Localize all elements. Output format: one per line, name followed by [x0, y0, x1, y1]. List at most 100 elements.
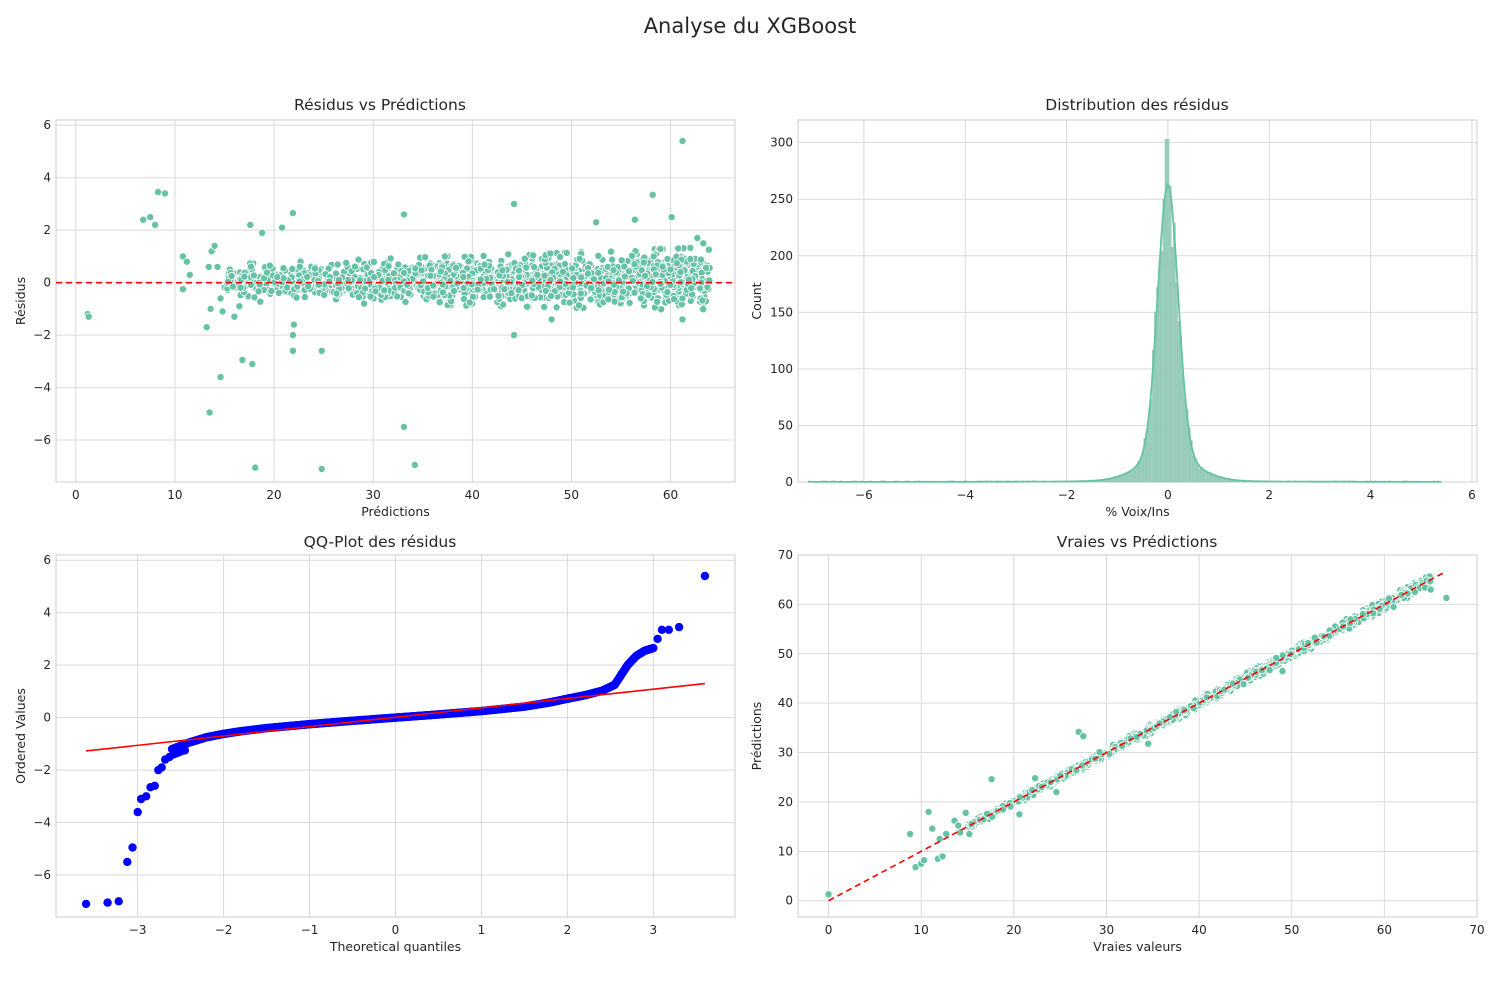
residus-xtick-label: 60	[663, 488, 678, 502]
prediction-point	[1265, 666, 1274, 675]
vraies-ytick-label: 40	[778, 696, 793, 710]
residual-point	[686, 254, 695, 263]
distribution-xtick-label: −6	[855, 488, 873, 502]
vraies-ytick-label: 10	[778, 844, 793, 858]
residual-point	[386, 254, 395, 263]
residual-point	[254, 287, 263, 296]
residual-point	[310, 264, 319, 273]
residual-point	[619, 287, 628, 296]
prediction-point	[1105, 749, 1114, 758]
residual-point	[354, 293, 363, 302]
residus-xlabel: Prédictions	[361, 504, 430, 519]
prediction-point	[1015, 810, 1024, 819]
residual-point	[438, 288, 447, 297]
residual-point	[552, 303, 561, 312]
residual-point	[317, 464, 326, 473]
distribution-ytick-label: 100	[770, 362, 793, 376]
prediction-point	[906, 830, 915, 839]
residual-point	[569, 273, 578, 282]
residual-point	[236, 283, 245, 292]
residual-point	[204, 262, 213, 271]
vraies-ytick-label: 0	[785, 894, 793, 908]
residual-point	[370, 273, 379, 282]
residual-point	[303, 272, 312, 281]
residual-point	[540, 271, 549, 280]
residus-ytick-label: −4	[33, 381, 51, 395]
qq-point	[674, 622, 684, 632]
qqplot-ytick-label: 2	[43, 658, 51, 672]
qqplot-ytick-label: 6	[43, 553, 51, 567]
distribution-xtick-label: −4	[956, 488, 974, 502]
residual-point	[672, 259, 681, 268]
residuals-panel: Résidus vs Prédictions	[0, 0, 750, 540]
distribution-ytick-label: 300	[770, 136, 793, 150]
residual-point	[702, 263, 711, 272]
distribution-plot-bg	[798, 120, 1477, 482]
residual-point	[699, 305, 708, 314]
qqplot-xtick-label: 1	[478, 923, 486, 937]
residual-point	[649, 252, 658, 261]
prediction-point	[928, 824, 937, 833]
residual-point	[630, 215, 639, 224]
residual-point	[160, 189, 169, 198]
residual-point	[404, 289, 413, 298]
distribution-xtick-label: 4	[1367, 488, 1375, 502]
residual-point	[560, 259, 569, 268]
distribution-ylabel: Count	[749, 282, 764, 319]
residual-point	[678, 294, 687, 303]
qqplot-xtick-label: 2	[564, 923, 572, 937]
qq-point	[649, 643, 658, 653]
distribution-axes: −6 −4 −2 0 2 4 6 0 50 100 150 200 250 300 % Voix/Ins Co…	[749, 119, 1478, 519]
distribution-ytick-label: 200	[770, 249, 793, 263]
histogram-bar	[1204, 471, 1208, 483]
true-vs-pred-panel: Vraies vs Prédictions	[750, 533, 1500, 1000]
qqplot-ytick-label: 0	[43, 711, 51, 725]
vraies-xtick-label: 10	[914, 923, 929, 937]
residual-point	[653, 297, 662, 306]
residual-point	[440, 252, 449, 261]
histogram-bar	[1126, 472, 1130, 483]
residual-point	[279, 264, 288, 273]
residual-point	[574, 301, 583, 310]
residual-point	[686, 243, 695, 252]
residual-point	[465, 298, 474, 307]
residual-point	[644, 290, 653, 299]
residual-point	[628, 251, 637, 260]
residual-point	[604, 285, 613, 294]
residual-point	[178, 285, 187, 294]
residual-point	[639, 258, 648, 267]
distribution-ytick-label: 250	[770, 192, 793, 206]
residual-point	[227, 271, 236, 280]
residual-point	[556, 252, 565, 261]
distribution-xtick-label: 0	[1164, 488, 1172, 502]
residus-marks	[56, 136, 735, 473]
figure-title: Analyse du XGBoost	[643, 14, 857, 38]
residual-point	[568, 264, 577, 273]
residual-point	[587, 284, 596, 293]
residual-point	[240, 272, 249, 281]
residual-point	[678, 315, 687, 324]
residual-point	[265, 261, 274, 270]
residual-point	[250, 293, 259, 302]
residual-point	[609, 266, 618, 275]
residual-point	[369, 257, 378, 266]
residual-point	[515, 266, 524, 275]
residual-point	[146, 213, 155, 222]
residual-point	[282, 283, 291, 292]
prediction-point	[1442, 594, 1451, 603]
histogram-bar	[1202, 470, 1206, 483]
prediction-point	[1144, 739, 1153, 748]
residual-point	[288, 209, 297, 218]
qq-point	[700, 571, 710, 581]
histogram-bar	[1175, 282, 1178, 483]
residual-point	[289, 320, 298, 329]
residual-point	[509, 331, 518, 340]
residual-point	[533, 270, 542, 279]
prediction-point	[938, 852, 947, 861]
residual-point	[360, 299, 369, 308]
residual-point	[547, 315, 556, 324]
qqplot-xtick-label: 3	[650, 923, 658, 937]
vraies-ytick-label: 70	[778, 548, 793, 562]
residual-point	[479, 251, 488, 260]
qq-point	[180, 746, 190, 755]
